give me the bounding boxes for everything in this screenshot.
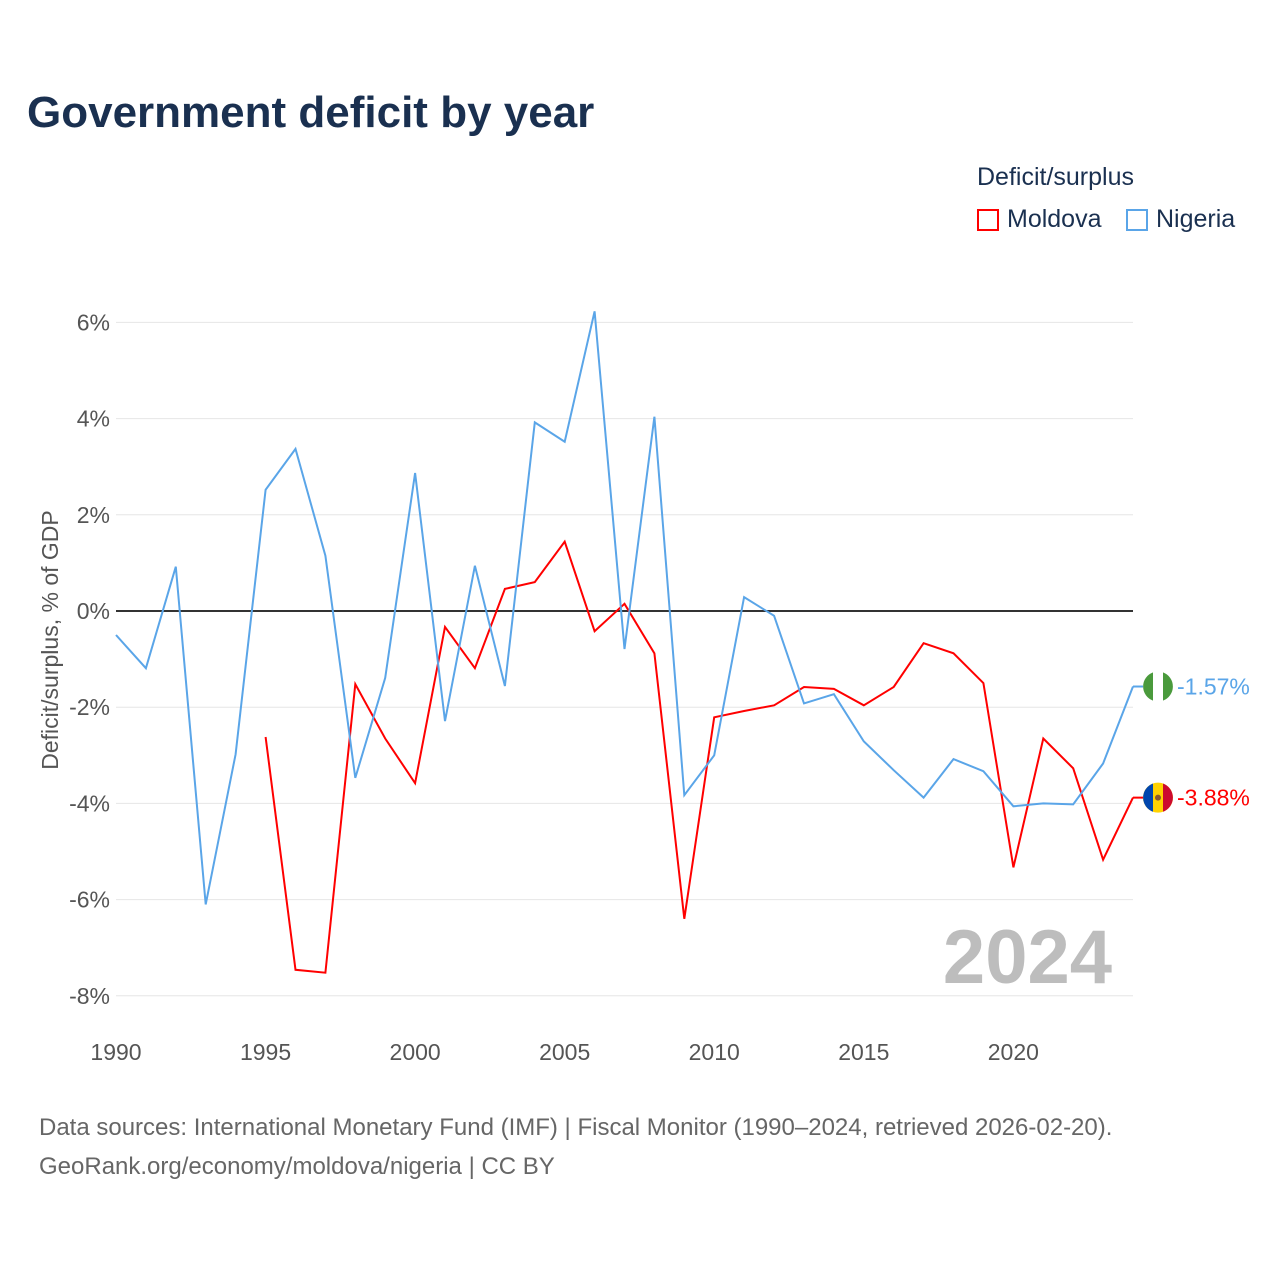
legend-swatch-moldova xyxy=(977,208,999,231)
y-tick-label: 0% xyxy=(77,598,110,624)
flag-nigeria-icon xyxy=(1163,672,1173,701)
x-tick-label: 2020 xyxy=(988,1039,1039,1065)
y-tick-label: -4% xyxy=(69,790,110,816)
flag-moldova-icon xyxy=(1143,783,1153,812)
x-tick-label: 1995 xyxy=(240,1039,291,1065)
legend-label-nigeria: Nigeria xyxy=(1156,205,1236,233)
legend-title: Deficit/surplus xyxy=(977,163,1134,191)
series-line-nigeria xyxy=(115,311,1134,905)
source-line: Data sources: International Monetary Fun… xyxy=(39,1114,1113,1141)
y-tick-label: -2% xyxy=(69,694,110,720)
flag-moldova-emblem xyxy=(1155,794,1161,801)
y-tick-label: 4% xyxy=(77,406,110,432)
legend-swatch-nigeria xyxy=(1126,208,1148,231)
x-tick-label: 2000 xyxy=(390,1039,441,1065)
series-line-moldova xyxy=(264,539,1134,974)
chart-title: Government deficit by year xyxy=(27,88,595,137)
x-tick-label: 1990 xyxy=(90,1039,141,1065)
y-tick-label: -8% xyxy=(69,983,110,1009)
end-value-label-nigeria: -1.57% xyxy=(1177,674,1250,700)
attribution-link[interactable]: GeoRank.org/economy/moldova/nigeria | CC… xyxy=(39,1153,555,1180)
y-tick-label: 6% xyxy=(77,309,110,335)
flag-nigeria-icon xyxy=(1143,672,1153,701)
legend-label-moldova: Moldova xyxy=(1007,205,1102,233)
flag-moldova-icon xyxy=(1163,783,1173,812)
legend-item-moldova[interactable]: Moldova xyxy=(977,205,1102,234)
x-tick-label: 2005 xyxy=(539,1039,590,1065)
year-watermark: 2024 xyxy=(943,915,1112,1000)
end-value-label-moldova: -3.88% xyxy=(1177,785,1250,811)
source-note: Data sources: International Monetary Fun… xyxy=(39,1108,1112,1186)
y-tick-label: 2% xyxy=(77,502,110,528)
x-tick-label: 2015 xyxy=(838,1039,889,1065)
x-tick-label: 2010 xyxy=(689,1039,740,1065)
y-axis-label: Deficit/surplus, % of GDP xyxy=(37,510,63,769)
legend-item-nigeria[interactable]: Nigeria xyxy=(1126,205,1235,234)
y-tick-label: -6% xyxy=(69,887,110,913)
